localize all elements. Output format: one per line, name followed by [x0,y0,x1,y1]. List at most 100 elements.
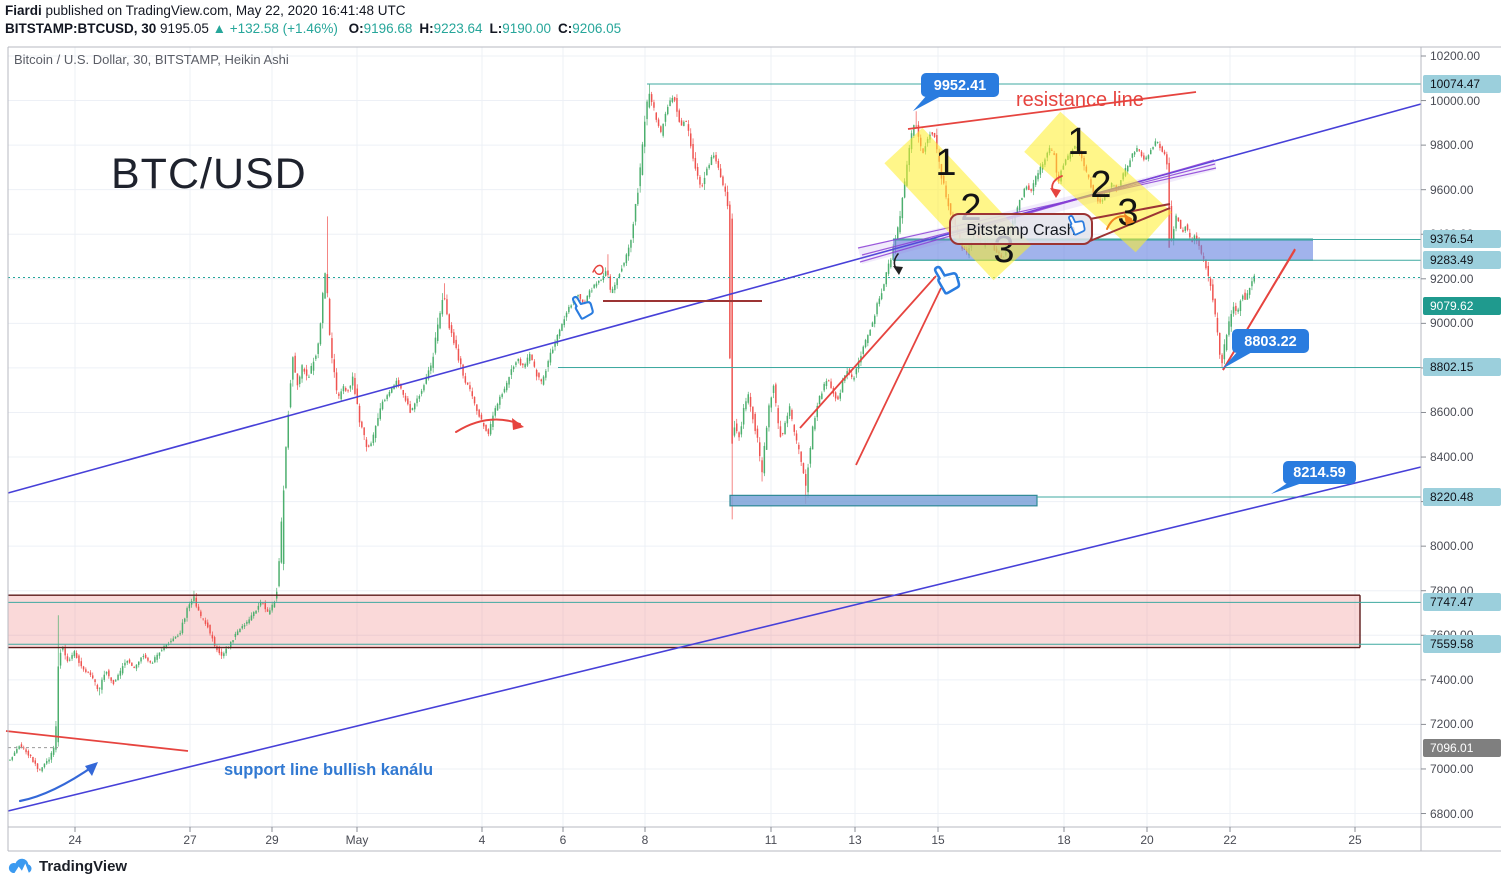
author-name[interactable]: Fiardi [5,3,42,18]
candle-body [529,354,531,361]
candle-body [149,661,151,663]
candle-body [834,392,837,399]
candle-body [200,611,202,617]
blue-curved-arrow[interactable] [18,763,97,803]
wave-number[interactable]: 3 [1117,192,1138,234]
red-trendline[interactable] [799,275,937,429]
callout-tail [1222,351,1254,369]
symbol-title[interactable]: BITSTAMP:BTCUSD, 30 [5,21,157,36]
candle-body [439,313,441,329]
price-axis-label: 7000.00 [1430,761,1474,776]
callout-text: 9952.41 [934,78,986,94]
candle-body [627,247,630,257]
candle-body [586,295,588,303]
candle-body [50,752,53,760]
candle-body [772,385,775,394]
callout-text: 8803.22 [1244,334,1296,350]
last-price-label: 9079.62 [1423,296,1501,315]
candle-body [1016,207,1019,214]
candle-body [319,323,322,345]
price-callout[interactable]: 8803.22 [1222,329,1309,369]
candle-body [811,426,814,450]
candle-body [883,284,885,291]
candle-body [768,405,770,428]
price-callout[interactable]: 8214.59 [1271,461,1356,494]
candle-body [342,386,345,392]
candle-body [289,383,292,408]
candle-body [807,467,809,493]
candle-body [611,288,614,293]
red-trendline[interactable] [5,730,189,752]
candle-body [552,349,554,353]
price-axis-label: 9800.00 [1430,138,1474,153]
candle-body [579,294,582,299]
candle-body [1216,317,1219,333]
support-line-label[interactable]: support line bullish kanálu [224,761,434,779]
candle-body [738,432,740,438]
candle-body [683,121,685,126]
candle-body [512,366,515,370]
red-trendline[interactable] [855,287,942,466]
candle-body [324,273,326,299]
candle-body [338,393,340,396]
purple-wedge-line[interactable] [861,163,1216,256]
candle-body [443,298,446,300]
candle-body [1209,278,1212,286]
dark-red-line[interactable] [1089,203,1171,220]
candle-body [147,657,149,661]
candle-body [340,391,342,400]
candle-body [499,396,501,405]
candle-body [207,622,209,628]
candle-body [733,427,736,436]
time-axis-label: 22 [1223,833,1237,847]
candle-body [1196,235,1198,242]
candle-body [1237,309,1239,312]
candle-body [94,679,96,683]
candle-body [1212,284,1214,301]
candle-body [1035,176,1037,185]
candle-body [614,284,616,291]
time-axis[interactable]: 24 27 29 May 4 6 8 11 13 15 18 20 22 25 [0,827,1501,851]
candle-body [172,638,174,642]
chart-legend[interactable]: Bitcoin / U.S. Dollar, 30, BITSTAMP, Hei… [14,52,289,67]
orange-curl-arrow-head [1124,213,1135,225]
candle-body [75,653,78,659]
wave-number[interactable]: 2 [1090,164,1111,206]
candle-body [404,395,407,401]
candle-body [437,324,439,342]
candle-body [209,624,211,634]
candle-body [690,133,692,147]
candle-body [731,218,733,444]
demand-zone-rect[interactable] [729,494,1038,507]
yellow-correction-band[interactable] [1024,111,1172,253]
candle-body [179,632,181,635]
purple-wedge-line[interactable] [857,167,1217,249]
candle-body [662,123,664,136]
red-loop-mark[interactable] [592,264,604,275]
candle-body [581,299,584,302]
candle-body [432,356,434,368]
candle-body [73,651,76,657]
bitstamp-crash-callout[interactable]: Bitstamp Crash [949,213,1093,245]
wave-number[interactable]: 1 [935,142,956,184]
candle-body [347,390,349,392]
resistance-line-label[interactable]: resistance line [1016,89,1144,111]
support-zone-rect[interactable] [8,595,1360,648]
channel-trendline[interactable] [7,466,1422,812]
candle-body [756,428,759,438]
footer-brand[interactable]: TradingView [8,856,127,877]
candle-body [501,394,503,397]
candle-body [427,370,430,379]
candle-body [630,240,632,248]
price-axis[interactable]: 10200.0010000.009800.009600.009400.00920… [1421,47,1501,851]
candle-body [402,389,404,395]
price-callout[interactable]: 9952.41 [913,73,999,111]
dark-red-line[interactable] [1089,207,1171,242]
purple-wedge-line[interactable] [859,159,1215,263]
candle-body [533,361,536,367]
candle-body [1166,154,1168,165]
wave-number[interactable]: 1 [1067,121,1088,163]
candle-body [535,369,538,377]
red-trendline[interactable] [907,91,1197,130]
